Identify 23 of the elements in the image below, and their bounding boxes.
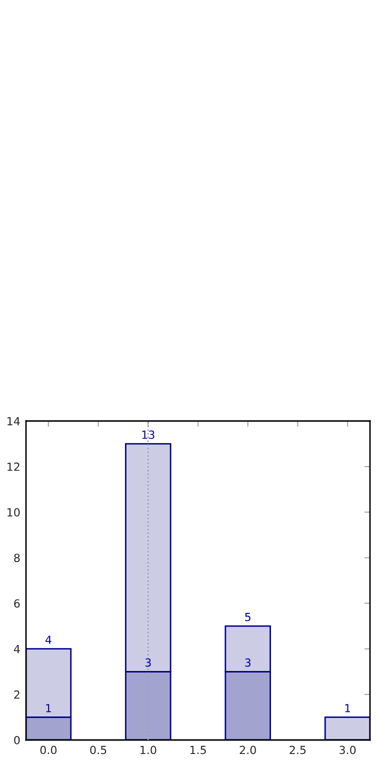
x-tick-label: 1.0 bbox=[140, 746, 156, 754]
total-label: 5 bbox=[245, 612, 250, 622]
y-tick-label: 4 bbox=[14, 644, 20, 654]
total-label: 1 bbox=[345, 704, 350, 712]
y-tick-label: 6 bbox=[14, 599, 20, 608]
y-tick-label: 2 bbox=[14, 690, 20, 699]
x-tick-label: 0.0 bbox=[40, 746, 57, 754]
y-tick-label: 0 bbox=[14, 736, 20, 744]
y-tick-label: 14 bbox=[8, 417, 20, 426]
bar bbox=[324, 716, 370, 740]
x-tick-label: 2.0 bbox=[240, 746, 256, 754]
y-tick-label: 10 bbox=[8, 508, 20, 517]
y-tick-label: 12 bbox=[8, 462, 20, 471]
total-label: 13 bbox=[142, 430, 154, 439]
data-label: 1 bbox=[46, 704, 51, 712]
x-tick-label: 0.5 bbox=[90, 746, 106, 754]
data-label: 3 bbox=[245, 658, 250, 667]
y-tick-label: 8 bbox=[14, 554, 20, 562]
data-label: 3 bbox=[145, 658, 151, 667]
total-label: 4 bbox=[45, 636, 52, 644]
x-tick-label: 3.0 bbox=[340, 746, 356, 754]
x-tick-label: 1.5 bbox=[190, 746, 206, 754]
x-tick-label: 2.5 bbox=[290, 746, 306, 754]
